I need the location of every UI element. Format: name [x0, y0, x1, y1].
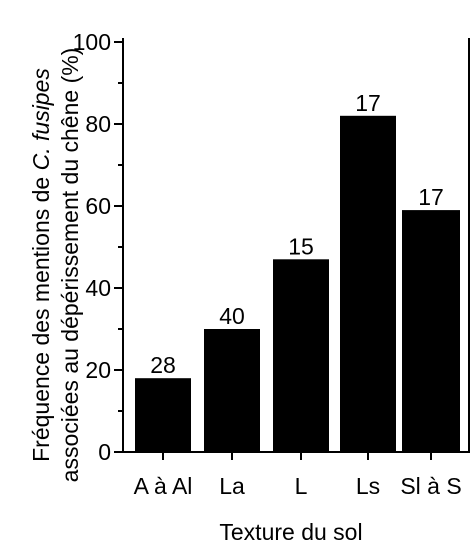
y-tick-label: 20: [85, 357, 111, 383]
y-axis-label-line2: associées au dépérissement du chêne (%): [57, 48, 83, 483]
data-label: 17: [355, 90, 381, 116]
bar-4: [340, 115, 396, 453]
data-label: 28: [150, 352, 176, 378]
y-axis-label-line1: Fréquence des mentions de C. fusipes: [28, 68, 54, 462]
y-tick-label: 40: [85, 275, 111, 301]
y-ticks: 0 20 40 60 80 100: [73, 29, 123, 465]
bar-3: [273, 259, 329, 452]
y-axis-label-line1-text: Fréquence des mentions de: [28, 170, 54, 462]
bars: 28 40 15 17 17: [135, 90, 460, 453]
x-tick-label: Sl à S: [400, 473, 461, 499]
y-tick-label: 100: [73, 29, 111, 55]
y-tick-label: 0: [98, 439, 111, 465]
y-tick-label: 80: [85, 111, 111, 137]
y-tick-label: 60: [85, 193, 111, 219]
x-tick-label: L: [295, 473, 308, 499]
data-label: 15: [288, 233, 314, 259]
y-axis-label-species: C. fusipes: [28, 68, 54, 171]
bar-2: [204, 329, 260, 452]
bar-5: [402, 210, 460, 452]
x-tick-label: Ls: [356, 473, 380, 499]
bar-1: [135, 378, 191, 452]
x-tick-labels: A à Al La L Ls Sl à S: [134, 452, 462, 499]
y-axis-label: Fréquence des mentions de C. fusipes ass…: [28, 48, 83, 483]
data-label: 17: [418, 184, 444, 210]
x-tick-label: La: [219, 473, 245, 499]
x-axis-label: Texture du sol: [219, 519, 362, 545]
x-tick-label: A à Al: [134, 473, 193, 499]
data-label: 40: [219, 303, 245, 329]
